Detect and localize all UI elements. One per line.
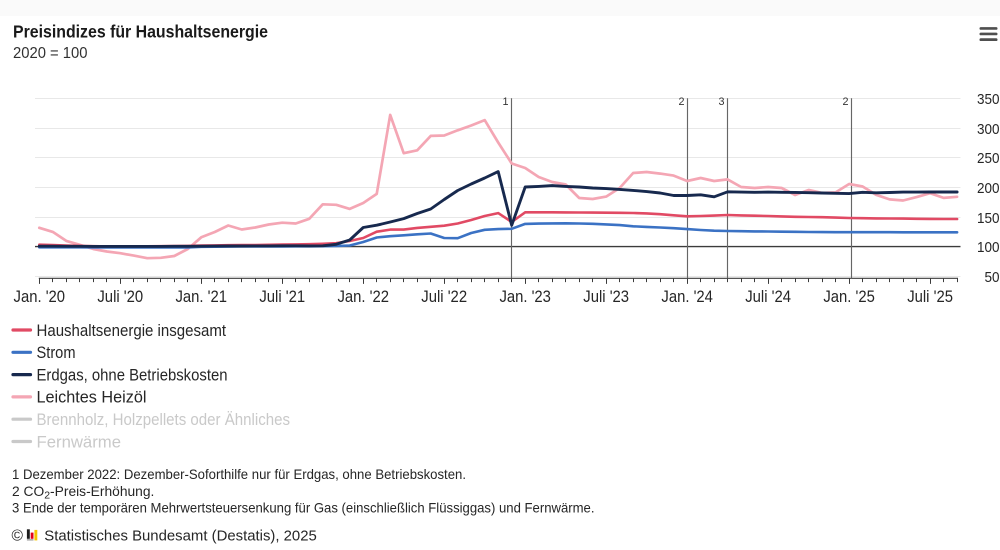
- svg-text:Juli '22: Juli '22: [421, 288, 467, 306]
- svg-text:3 Ende der temporären Mehrwert: 3 Ende der temporären Mehrwertsteuersenk…: [12, 500, 595, 515]
- svg-text:Preisindizes für Haushaltsener: Preisindizes für Haushaltsenergie: [13, 22, 268, 42]
- svg-text:Juli '24: Juli '24: [745, 288, 791, 306]
- svg-text:Fernwärme: Fernwärme: [37, 433, 122, 451]
- svg-text:350: 350: [977, 91, 1000, 108]
- svg-text:200: 200: [977, 180, 1000, 197]
- svg-text:Jan. '21: Jan. '21: [176, 288, 228, 306]
- svg-text:Jan. '23: Jan. '23: [499, 288, 551, 306]
- svg-text:Juli '20: Juli '20: [97, 288, 143, 306]
- svg-text:Leichtes Heizöl: Leichtes Heizöl: [37, 389, 147, 407]
- svg-text:2: 2: [842, 96, 848, 108]
- svg-text:Juli '23: Juli '23: [583, 288, 629, 306]
- svg-text:Jan. '20: Jan. '20: [14, 288, 66, 306]
- svg-text:Brennholz, Holzpellets oder Äh: Brennholz, Holzpellets oder Ähnliches: [37, 411, 291, 429]
- svg-text:150: 150: [977, 210, 1000, 227]
- svg-text:Jan. '22: Jan. '22: [337, 288, 389, 306]
- svg-text:300: 300: [977, 121, 1000, 138]
- svg-text:3: 3: [718, 96, 724, 108]
- svg-text:Jan. '24: Jan. '24: [661, 288, 713, 306]
- svg-text:Erdgas, ohne Betriebskosten: Erdgas, ohne Betriebskosten: [37, 366, 228, 384]
- svg-text:Juli '21: Juli '21: [259, 288, 305, 306]
- svg-text:Haushaltsenergie insgesamt: Haushaltsenergie insgesamt: [37, 322, 227, 340]
- svg-text:2020 = 100: 2020 = 100: [13, 45, 88, 62]
- svg-text:1 Dezember 2022: Dezember-Sofo: 1 Dezember 2022: Dezember-Soforthilfe nu…: [12, 467, 466, 482]
- svg-text:100: 100: [977, 239, 1000, 256]
- svg-text:Strom: Strom: [37, 344, 76, 362]
- svg-text:Juli '25: Juli '25: [907, 288, 953, 306]
- svg-text:250: 250: [977, 150, 1000, 167]
- svg-text:2: 2: [678, 96, 684, 108]
- svg-text:1: 1: [502, 96, 508, 108]
- svg-text:Jan. '25: Jan. '25: [823, 288, 875, 306]
- svg-text:50: 50: [985, 269, 1000, 286]
- svg-text:Statistisches Bundesamt (Desta: Statistisches Bundesamt (Destatis), 2025: [44, 528, 317, 545]
- svg-text:©: ©: [12, 528, 24, 545]
- svg-text:2 CO2-Preis-Erhöhung.: 2 CO2-Preis-Erhöhung.: [12, 484, 154, 502]
